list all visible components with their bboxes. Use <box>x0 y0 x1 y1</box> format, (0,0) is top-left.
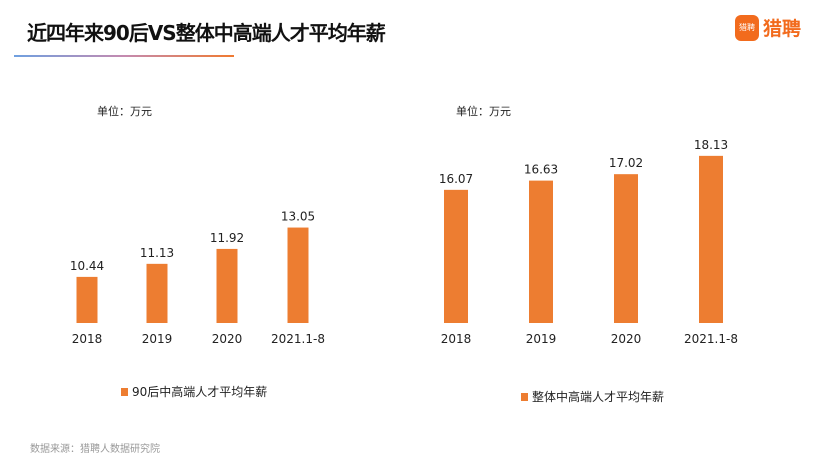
bar <box>216 248 238 323</box>
brand-name: 猎聘 <box>763 18 802 40</box>
legend-swatch <box>521 392 528 401</box>
x-tick-label: 2020 <box>212 332 243 346</box>
x-tick-label: 2021.1-8 <box>271 332 325 346</box>
data-label: 18.13 <box>694 138 728 152</box>
x-tick-label: 2018 <box>441 332 472 346</box>
x-tick-label: 2019 <box>142 332 173 346</box>
bar <box>614 174 638 323</box>
bar <box>76 276 98 323</box>
liepin-logo-icon: 猎聘 <box>735 14 759 41</box>
x-tick-label: 2021.1-8 <box>684 332 738 346</box>
x-tick-label: 2018 <box>72 332 103 346</box>
bar <box>287 227 309 323</box>
legend-swatch <box>121 387 128 396</box>
legend-label: 90后中高端人才平均年薪 <box>132 385 268 399</box>
brand-logo: 猎聘 猎聘 <box>735 14 801 41</box>
legend-label: 整体中高端人才平均年薪 <box>532 390 665 404</box>
data-label: 13.05 <box>281 210 315 224</box>
x-tick-label: 2019 <box>526 332 557 346</box>
data-label: 10.44 <box>70 259 104 273</box>
title-underline <box>14 55 234 57</box>
x-tick-label: 2020 <box>611 332 642 346</box>
data-label: 16.63 <box>524 163 558 177</box>
legend-left: 90后中高端人才平均年薪 <box>121 383 267 400</box>
bar <box>529 180 553 323</box>
data-label: 11.13 <box>140 246 174 260</box>
page-title: 近四年来90后VS整体中高端人才平均年薪 <box>27 21 386 45</box>
unit-label-right: 单位：万元 <box>456 105 511 118</box>
unit-label-left: 单位：万元 <box>97 105 152 118</box>
bar <box>444 189 468 323</box>
data-source: 数据来源：猎聘人数据研究院 <box>30 444 160 455</box>
bar <box>699 155 723 323</box>
legend-right: 整体中高端人才平均年薪 <box>521 388 664 405</box>
data-label: 11.92 <box>210 231 244 245</box>
bar <box>146 263 168 323</box>
data-label: 17.02 <box>609 156 643 170</box>
data-label: 16.07 <box>439 172 473 186</box>
